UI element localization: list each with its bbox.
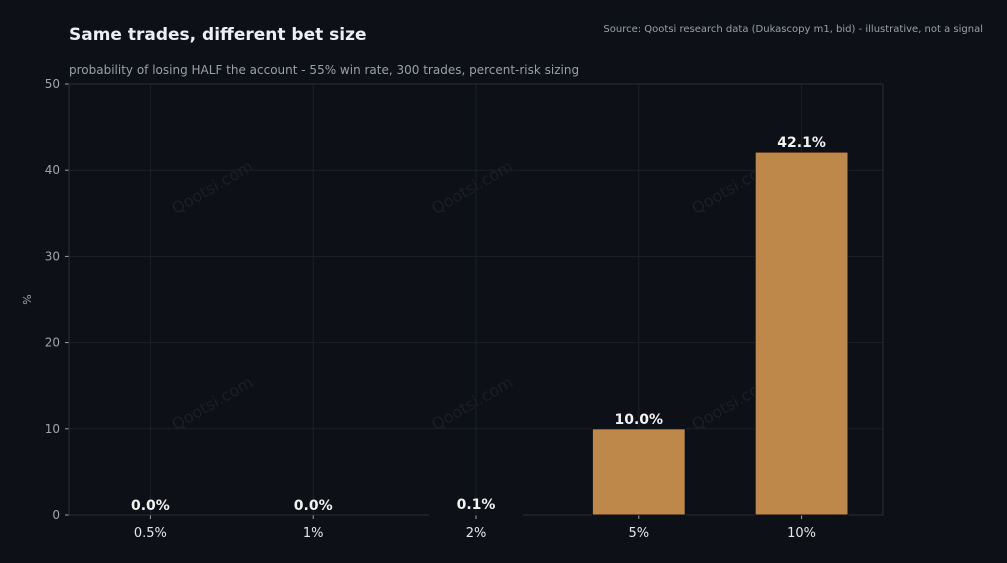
y-axis-label: % (21, 294, 34, 304)
bar (591, 428, 686, 516)
x-tick-label: 2% (466, 526, 487, 541)
x-tick-label: 5% (628, 526, 649, 541)
watermark-text: Qootsi.com (168, 372, 256, 434)
bar-data-label: 0.0% (131, 498, 170, 514)
x-tick-label: 10% (787, 526, 816, 541)
watermark-text: Qootsi.com (168, 156, 256, 218)
x-tick-label: 1% (303, 526, 324, 541)
bar-data-label: 0.0% (294, 498, 333, 514)
bar-data-label: 10.0% (615, 412, 664, 428)
y-tick-label: 20 (45, 336, 60, 350)
bar (754, 151, 849, 516)
y-tick-label: 0 (52, 508, 60, 522)
chart-subtitle: probability of losing HALF the account -… (69, 63, 580, 77)
x-tick-label: 0.5% (134, 526, 167, 541)
bar-data-label: 42.1% (777, 135, 826, 151)
y-tick-label: 40 (45, 163, 60, 177)
y-tick-label: 10 (45, 422, 60, 436)
bar-data-label: 0.1% (457, 497, 496, 513)
source-note: Source: Qootsi research data (Dukascopy … (603, 24, 983, 35)
y-tick-label: 50 (45, 77, 60, 91)
watermark-text: Qootsi.com (428, 156, 516, 218)
watermark-text: Qootsi.com (428, 372, 516, 434)
y-tick-label: 30 (45, 249, 60, 263)
bar (429, 513, 523, 516)
chart-title: Same trades, different bet size (69, 25, 367, 45)
